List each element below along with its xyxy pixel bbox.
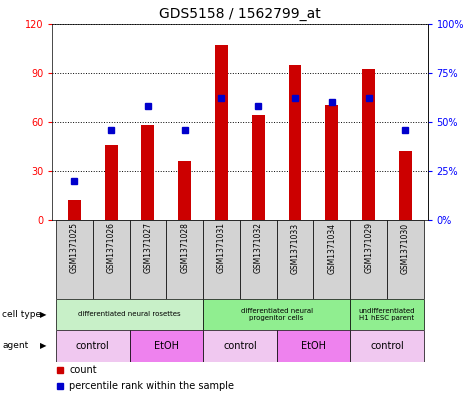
Bar	[130, 220, 166, 299]
Bar	[142, 125, 154, 220]
Text: GSM1371026: GSM1371026	[106, 222, 115, 274]
Text: ▶: ▶	[40, 342, 47, 350]
Text: control: control	[370, 341, 404, 351]
Bar	[56, 220, 93, 299]
Text: GSM1371025: GSM1371025	[70, 222, 79, 274]
Text: agent: agent	[2, 342, 28, 350]
Text: GSM1371034: GSM1371034	[327, 222, 336, 274]
Bar	[68, 200, 81, 220]
Bar	[56, 330, 130, 362]
Bar	[362, 70, 375, 220]
Text: percentile rank within the sample: percentile rank within the sample	[69, 381, 234, 391]
Bar	[387, 220, 424, 299]
Bar	[276, 330, 350, 362]
Text: differentiated neural
progenitor cells: differentiated neural progenitor cells	[241, 308, 313, 321]
Text: cell type: cell type	[2, 310, 41, 319]
Bar	[276, 220, 314, 299]
Text: control: control	[223, 341, 257, 351]
Text: GSM1371033: GSM1371033	[291, 222, 300, 274]
Text: differentiated neural rosettes: differentiated neural rosettes	[78, 311, 181, 318]
Bar	[350, 299, 424, 330]
Bar	[104, 145, 117, 220]
Bar	[314, 220, 350, 299]
Text: EtOH: EtOH	[154, 341, 179, 351]
Text: GSM1371028: GSM1371028	[180, 222, 189, 273]
Bar	[56, 299, 203, 330]
Bar	[130, 330, 203, 362]
Bar	[240, 220, 276, 299]
Bar	[166, 220, 203, 299]
Text: ▶: ▶	[40, 310, 47, 319]
Bar	[350, 220, 387, 299]
Bar	[350, 330, 424, 362]
Text: count: count	[69, 365, 97, 375]
Bar	[203, 299, 350, 330]
Bar	[203, 330, 276, 362]
Text: undifferentiated
H1 hESC parent: undifferentiated H1 hESC parent	[359, 308, 415, 321]
Text: GSM1371029: GSM1371029	[364, 222, 373, 274]
Text: GSM1371027: GSM1371027	[143, 222, 152, 274]
Bar	[93, 220, 130, 299]
Text: control: control	[76, 341, 110, 351]
Text: EtOH: EtOH	[301, 341, 326, 351]
Title: GDS5158 / 1562799_at: GDS5158 / 1562799_at	[159, 7, 321, 21]
Text: GSM1371031: GSM1371031	[217, 222, 226, 274]
Bar	[325, 105, 338, 220]
Bar	[178, 161, 191, 220]
Bar	[399, 151, 412, 220]
Bar	[203, 220, 240, 299]
Text: GSM1371030: GSM1371030	[401, 222, 410, 274]
Bar	[215, 45, 228, 220]
Bar	[289, 64, 302, 220]
Bar	[252, 115, 265, 220]
Text: GSM1371032: GSM1371032	[254, 222, 263, 274]
